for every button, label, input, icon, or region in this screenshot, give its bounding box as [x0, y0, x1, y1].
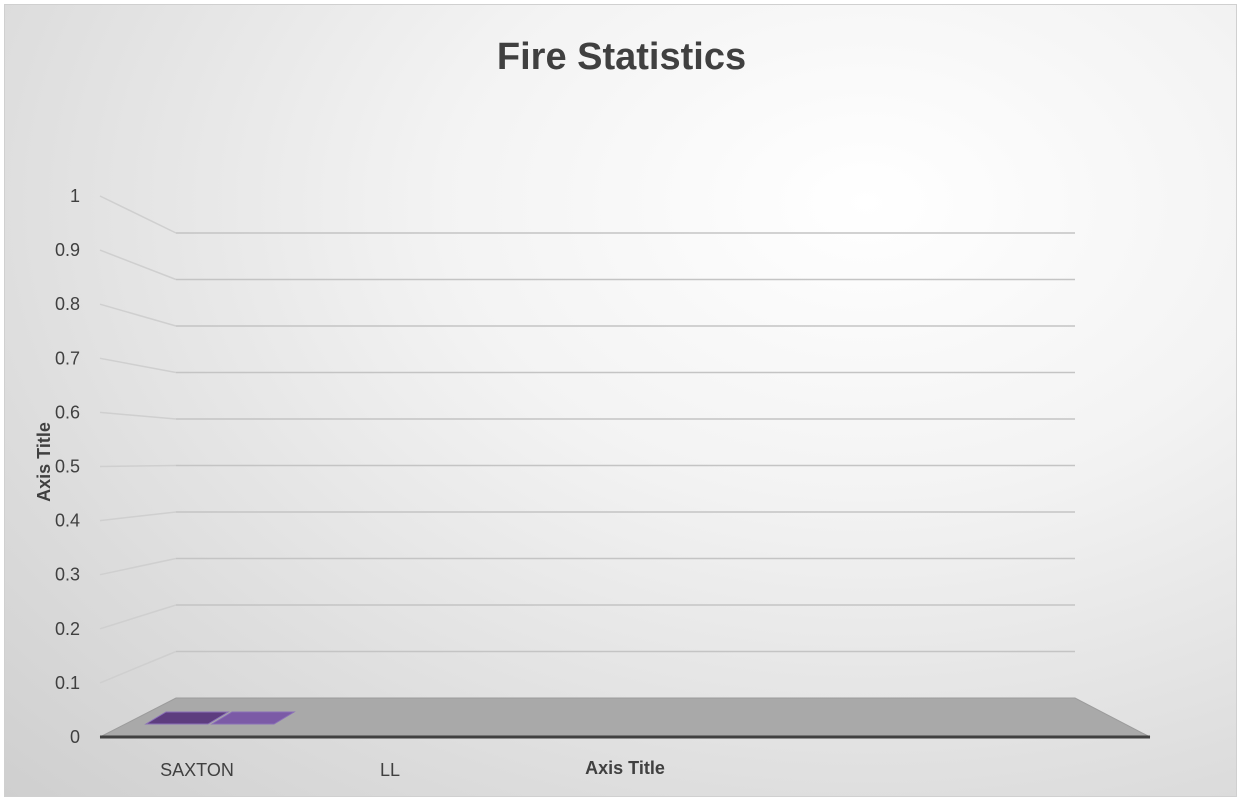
y-tick-label: 0.4: [55, 511, 80, 531]
y-tick-label: 0.2: [55, 619, 80, 639]
gridlines: [99, 195, 1075, 684]
chart-title: Fire Statistics: [496, 36, 747, 78]
side-gridline: [99, 357, 177, 374]
y-tick-label: 0.9: [55, 240, 80, 260]
y-tick-label: 0.1: [55, 673, 80, 693]
side-gridline: [99, 411, 177, 420]
y-tick-labels: 0 0.1 0.2 0.3 0.4 0.5 0.6 0.7 0.8 0.9 1: [55, 186, 80, 747]
y-tick-label: 0.3: [55, 565, 80, 585]
chart-floor: [99, 697, 1151, 739]
bar: [210, 711, 296, 725]
side-gridline: [99, 195, 177, 234]
side-gridline: [99, 249, 177, 281]
y-tick-label: 1: [70, 186, 80, 206]
x-axis-title: Axis Title: [585, 758, 665, 778]
bars: [144, 711, 296, 725]
y-tick-label: 0.8: [55, 294, 80, 314]
y-tick-label: 0.6: [55, 402, 80, 422]
y-tick-label: 0.7: [55, 348, 80, 368]
x-category-labels: SAXTON LL: [160, 760, 400, 780]
side-gridline: [99, 557, 177, 576]
x-category-label: LL: [380, 760, 400, 780]
side-gridline: [99, 604, 177, 630]
y-axis-title: Axis Title: [34, 422, 54, 502]
chart-area: [4, 4, 1237, 797]
bar: [144, 711, 230, 725]
x-category-label: SAXTON: [160, 760, 234, 780]
side-gridline: [99, 511, 177, 522]
y-tick-label: 0: [70, 727, 80, 747]
side-gridline: [99, 303, 177, 327]
y-tick-label: 0.5: [55, 457, 80, 477]
side-gridline: [99, 464, 177, 468]
side-gridline: [99, 650, 177, 684]
